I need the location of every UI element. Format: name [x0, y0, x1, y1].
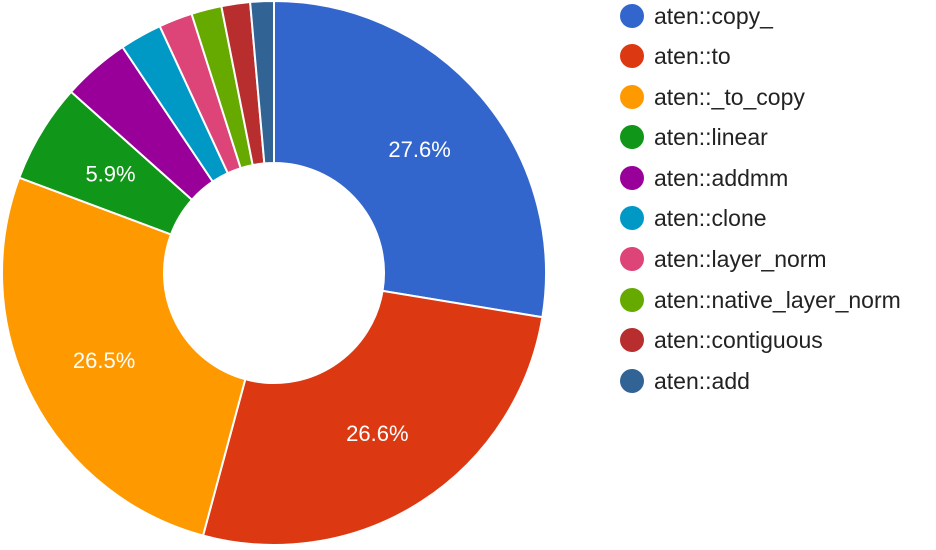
slice-aten-to — [201, 289, 544, 546]
slice-value-label: 5.9% — [85, 162, 135, 187]
legend-item: aten::linear — [620, 121, 768, 153]
slice-aten-to-copy — [1, 176, 247, 537]
legend-swatch-icon — [620, 85, 644, 109]
legend-item: aten::addmm — [620, 162, 788, 194]
legend-item: aten::_to_copy — [620, 81, 805, 113]
legend-swatch-icon — [620, 125, 644, 149]
legend-label: aten::_to_copy — [654, 83, 805, 110]
slice-value-label: 26.5% — [73, 348, 135, 373]
legend-swatch-icon — [620, 247, 644, 271]
slices-group — [1, 0, 547, 546]
legend-item: aten::native_layer_norm — [620, 284, 901, 316]
legend-label: aten::linear — [654, 123, 768, 150]
legend-item: aten::to — [620, 40, 731, 72]
legend-label: aten::clone — [654, 204, 767, 231]
legend-swatch-icon — [620, 166, 644, 190]
legend-swatch-icon — [620, 328, 644, 352]
legend-item: aten::add — [620, 365, 750, 397]
legend-label: aten::to — [654, 42, 731, 69]
slice-aten-copy — [273, 0, 547, 319]
legend-label: aten::add — [654, 367, 750, 394]
legend-label: aten::layer_norm — [654, 245, 827, 272]
slice-value-label: 26.6% — [346, 421, 408, 446]
slice-labels-group: 27.6% 26.6% 26.5% 5.9% — [73, 137, 451, 446]
slice-value-label: 27.6% — [388, 137, 450, 162]
legend-swatch-icon — [620, 44, 644, 68]
slice-aten-add — [249, 0, 275, 165]
legend-item: aten::layer_norm — [620, 243, 827, 275]
legend-label: aten::contiguous — [654, 326, 823, 353]
legend-label: aten::addmm — [654, 164, 789, 191]
legend-item: aten::contiguous — [620, 324, 823, 356]
donut-plot-area: 27.6% 26.6% 26.5% 5.9% — [1, 0, 547, 546]
legend-label: aten::copy_ — [654, 2, 773, 29]
legend-item: aten::copy_ — [620, 0, 773, 32]
legend-item: aten::clone — [620, 202, 767, 234]
legend-swatch-icon — [620, 369, 644, 393]
legend-swatch-icon — [620, 206, 644, 230]
legend-swatch-icon — [620, 288, 644, 312]
legend-label: aten::native_layer_norm — [654, 286, 901, 313]
legend-swatch-icon — [620, 4, 644, 28]
